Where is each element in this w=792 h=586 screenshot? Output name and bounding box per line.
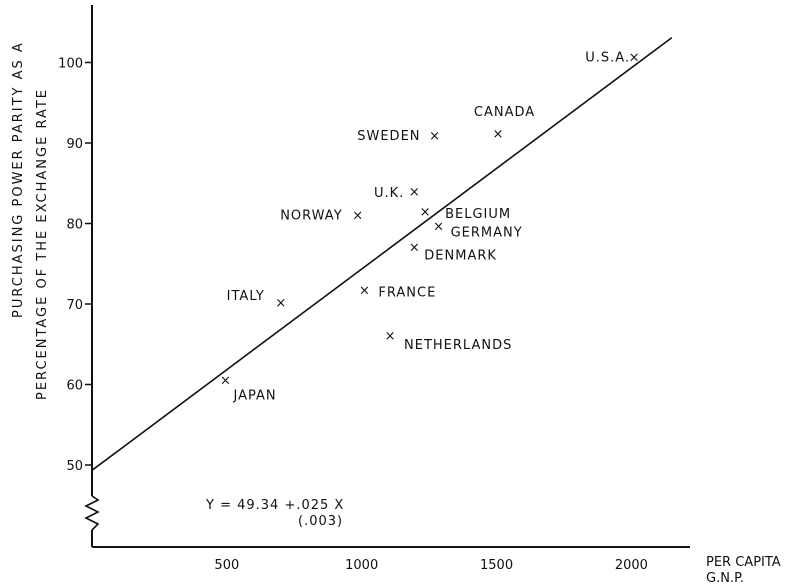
x-axis-label-line2: G.N.P. — [706, 571, 744, 586]
point-marker-denmark: × — [409, 241, 420, 256]
regression-std-error: (.003) — [298, 514, 343, 529]
point-label-germany: GERMANY — [451, 226, 523, 241]
point-label-u-s-a: U.S.A. — [585, 51, 630, 66]
point-marker-japan: × — [220, 373, 231, 388]
y-ticks: 50 60 70 80 90 100 — [58, 57, 92, 474]
y-tick-label-90: 90 — [66, 137, 83, 152]
y-axis-label-line1: PURCHASING POWER PARITY AS A — [11, 41, 26, 318]
point-marker-netherlands: × — [385, 329, 396, 344]
point-label-norway: NORWAY — [280, 208, 342, 223]
point-label-netherlands: NETHERLANDS — [404, 338, 512, 353]
point-marker-u-k: × — [409, 185, 420, 200]
point-label-sweden: SWEDEN — [357, 129, 420, 144]
x-tick-label-1000: 1000 — [345, 558, 378, 573]
y-tick-label-100: 100 — [58, 57, 83, 72]
point-marker-u-s-a: × — [629, 51, 640, 66]
point-marker-sweden: × — [429, 129, 440, 144]
point-label-denmark: DENMARK — [424, 249, 497, 264]
x-tick-label-500: 500 — [214, 558, 239, 573]
point-marker-france: × — [359, 283, 370, 298]
point-marker-norway: × — [352, 208, 363, 223]
x-tick-label-2000: 2000 — [615, 558, 648, 573]
point-marker-canada: × — [492, 127, 503, 142]
y-tick-label-70: 70 — [66, 298, 83, 313]
point-label-italy: ITALY — [227, 289, 265, 304]
axis-break — [84, 495, 100, 531]
y-tick-label-50: 50 — [66, 459, 83, 474]
x-ticks: 500 1000 1500 2000 — [214, 558, 648, 573]
x-axis-label-line1: PER CAPITA — [706, 555, 781, 570]
point-label-canada: CANADA — [474, 105, 535, 120]
point-label-japan: JAPAN — [233, 388, 277, 403]
point-label-belgium: BELGIUM — [445, 207, 511, 222]
y-axis-label-line2: PERCENTAGE OF THE EXCHANGE RATE — [35, 88, 50, 400]
y-tick-label-80: 80 — [66, 218, 83, 233]
x-tick-label-1500: 1500 — [480, 558, 513, 573]
data-points: ×U.S.A.×CANADA×SWEDEN×U.K.×NORWAY × BELGIU… — [220, 51, 640, 404]
regression-equation: Y = 49.34 +.025 X — [205, 498, 344, 513]
regression-line — [91, 36, 673, 471]
point-label-france: FRANCE — [378, 285, 436, 300]
point-label-u-k: U.K. — [374, 186, 404, 201]
point-marker-belgium: × — [420, 205, 431, 220]
y-tick-label-60: 60 — [66, 379, 83, 394]
point-marker-italy: × — [275, 296, 286, 311]
axes — [84, 5, 690, 548]
point-marker-germany: × — [433, 220, 444, 235]
